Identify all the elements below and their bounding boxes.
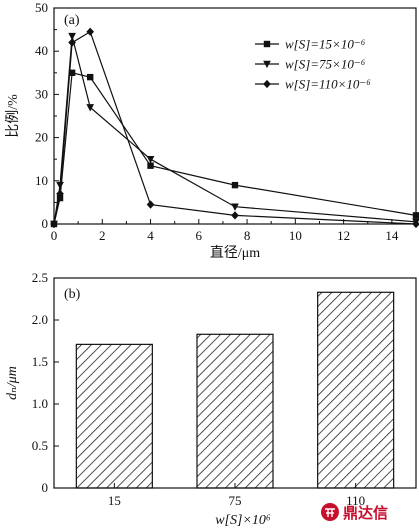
bar-110 (317, 291, 395, 489)
watermark-seal-mark (325, 508, 335, 517)
y-tick-label: 0.5 (32, 438, 48, 453)
data-point (231, 181, 239, 189)
y-tick-label: 10 (35, 173, 48, 188)
x-axis-title: 直径/μm (210, 244, 260, 261)
y-tick-label: 2.5 (32, 270, 48, 285)
legend-marker (263, 60, 271, 69)
x-tick-label: 12 (337, 228, 350, 243)
y-tick-label: 0 (42, 216, 49, 231)
watermark-seal-icon (321, 503, 339, 521)
legend-entry: w[S]=75×10⁻⁶ (255, 57, 366, 72)
x-tick-label: 4 (147, 228, 154, 243)
y-axis-ticks: 0 0.5 1.0 1.5 2.0 2.5 (32, 270, 59, 495)
y-axis-title: dₙ/μm (5, 366, 20, 400)
y-tick-label: 50 (35, 0, 48, 15)
legend-entry: w[S]=15×10⁻⁶ (255, 37, 366, 52)
y-tick-label: 30 (35, 86, 48, 101)
x-tick-label: 0 (51, 228, 58, 243)
data-point (147, 162, 154, 169)
data-point (56, 194, 64, 202)
x-axis-ticks: 0 2 4 6 8 10 12 14 (51, 219, 399, 243)
x-tick-label: 2 (99, 228, 106, 243)
data-point (68, 38, 76, 47)
data-point (86, 27, 95, 36)
x-axis-ticks: 15 75 110 (108, 483, 365, 508)
watermark-text: 鼎达信 (343, 504, 388, 522)
data-point (68, 69, 76, 76)
legend-label: w[S]=75×10⁻⁶ (285, 57, 366, 72)
x-tick-label: 15 (108, 493, 121, 508)
data-point (50, 219, 58, 229)
panel-label-a: (a) (64, 13, 80, 28)
data-point (231, 211, 239, 220)
series-diamond (50, 27, 419, 229)
data-point (68, 32, 76, 41)
data-point (86, 104, 95, 112)
data-point (146, 156, 155, 164)
y-tick-label: 0 (42, 480, 49, 495)
panel-label-b: (b) (64, 287, 81, 302)
legend-marker (263, 79, 271, 89)
bar-75 (196, 333, 274, 489)
x-tick-label: 10 (289, 228, 302, 243)
data-point (56, 189, 64, 198)
line-chart-panel: 0 2 4 6 8 10 12 14 0 10 20 30 40 50 (a) 直径/μm 比例/% w… (5, 0, 419, 261)
legend-label: w[S]=110×10⁻⁶ (285, 77, 371, 92)
data-point (146, 200, 155, 209)
y-tick-label: 2.0 (32, 312, 48, 327)
x-tick-label: 110 (346, 493, 365, 508)
data-point (56, 181, 64, 190)
watermark-logo: 鼎达信 (321, 503, 388, 522)
bars (75, 291, 395, 489)
legend-marker (263, 40, 271, 48)
y-tick-label: 40 (35, 43, 48, 58)
x-tick-label: 8 (244, 228, 251, 243)
data-point (231, 203, 239, 211)
y-tick-label: 1.0 (32, 396, 48, 411)
data-point (87, 73, 94, 81)
y-axis-title: 比例/% (5, 94, 21, 138)
x-tick-label: 75 (229, 493, 242, 508)
series-line (53, 72, 417, 225)
x-tick-label: 14 (385, 228, 399, 243)
legend: w[S]=15×10⁻⁶ w[S]=75×10⁻⁶ w[S]=110×10⁻⁶ (255, 37, 371, 92)
bar-15 (75, 343, 153, 489)
y-tick-label: 1.5 (32, 354, 48, 369)
series-lines (50, 27, 419, 229)
legend-entry: w[S]=110×10⁻⁶ (255, 77, 371, 92)
bar-chart-panel: 0 0.5 1.0 1.5 2.0 2.5 15 75 110 (b) w[S]×10⁶ dₙ… (5, 270, 417, 528)
y-tick-label: 20 (35, 130, 48, 145)
data-point (412, 212, 419, 219)
x-axis-title: w[S]×10⁶ (215, 513, 271, 528)
data-point (412, 219, 419, 229)
y-axis-ticks: 0 10 20 30 40 50 (35, 0, 59, 231)
legend-label: w[S]=15×10⁻⁶ (285, 37, 366, 52)
x-tick-label: 6 (196, 228, 203, 243)
